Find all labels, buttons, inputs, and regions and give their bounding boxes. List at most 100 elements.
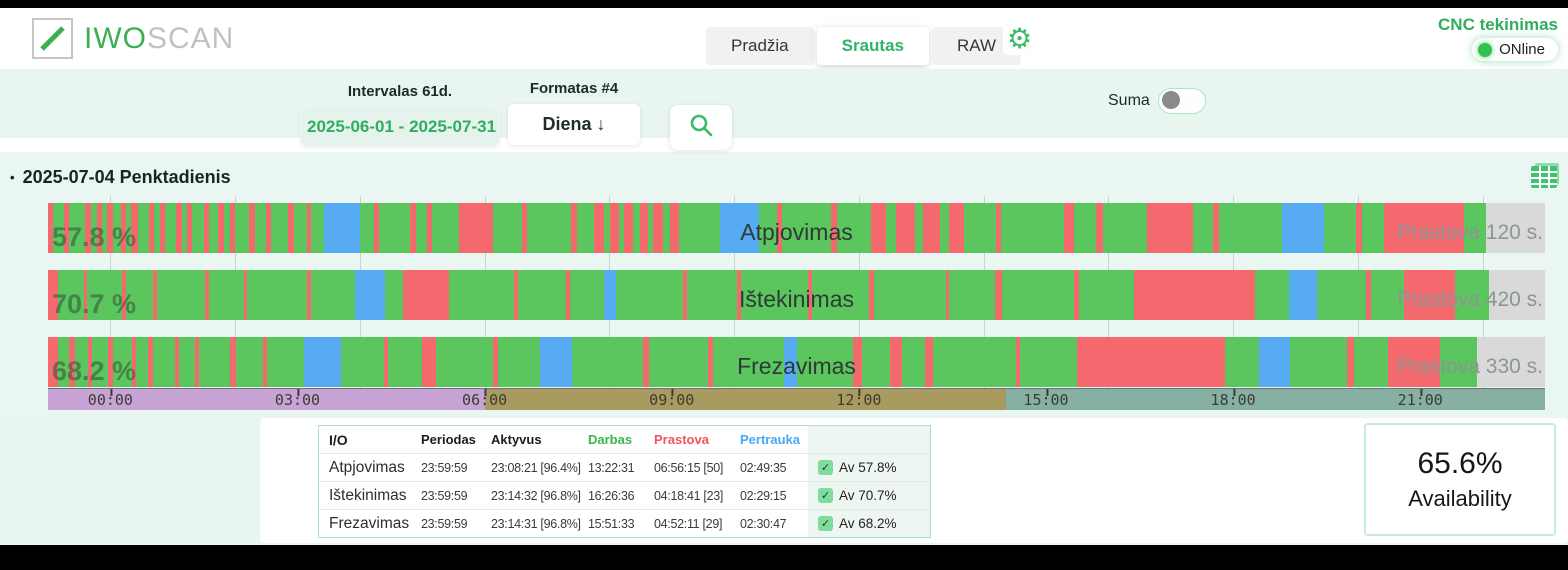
downtime-segment [131, 337, 137, 387]
idle-segment [1476, 337, 1546, 387]
header-av [808, 426, 930, 453]
work-segment [234, 203, 250, 253]
header-aktyvus: Aktyvus [491, 432, 542, 447]
idle-segment [1489, 270, 1545, 320]
timeline-section: • 2025-07-04 Penktadienis 57.8 % Atpjovim… [0, 152, 1568, 418]
downtime-segment [69, 337, 76, 387]
top-edge-bar [0, 0, 1568, 8]
cell-availability: ✓ Av 57.8% [808, 454, 930, 481]
work-segment [1078, 270, 1135, 320]
work-segment [873, 270, 946, 320]
tab-srautas[interactable]: Srautas [816, 27, 930, 65]
work-segment [861, 337, 891, 387]
downtime-segment [48, 203, 53, 253]
downtime-segment [571, 203, 578, 253]
format-select[interactable]: Diena ↓ [508, 104, 640, 145]
date-range-input[interactable]: 2025-06-01 - 2025-07-31 [300, 107, 500, 147]
work-segment [208, 270, 244, 320]
tab-pradžia[interactable]: Pradžia [706, 27, 814, 65]
work-segment [223, 203, 230, 253]
downtime-segment [623, 203, 634, 253]
downtime-segment [288, 203, 295, 253]
settings-gear-icon[interactable]: ⚙ [1003, 23, 1037, 55]
downtime-segment [995, 203, 1001, 253]
downtime-segment [147, 337, 154, 387]
bar-percent-label: 57.8 % [52, 222, 137, 252]
downtime-segment [708, 337, 713, 387]
cell-periodas: 23:59:59 [421, 488, 468, 503]
work-segment [92, 337, 108, 387]
downtime-segment [87, 337, 93, 387]
downtime-segment [1212, 203, 1220, 253]
work-segment [101, 203, 107, 253]
downtime-segment [422, 337, 437, 387]
downtime-segment [262, 337, 268, 387]
axis-tick-label: 12:00 [836, 389, 882, 409]
axis-tick-label: 09:00 [649, 389, 695, 409]
bar-downtime-label: Prastova 330 s. [1397, 355, 1543, 378]
work-segment [616, 270, 684, 320]
suma-toggle[interactable] [1157, 88, 1206, 114]
work-segment [1103, 203, 1148, 253]
work-segment [577, 203, 595, 253]
downtime-segment [1388, 337, 1440, 387]
search-button[interactable] [670, 105, 732, 150]
work-segment [796, 337, 854, 387]
timeline-bar-frezavimas: 68.2 % Frezavimas Prastova 330 s. [48, 337, 1546, 387]
header-pertrauka: Pertrauka [740, 432, 800, 447]
work-segment [949, 270, 996, 320]
bar-downtime-label: Prastova 420 s. [1397, 288, 1543, 311]
bar-name-label: Ištekinimas [738, 286, 855, 312]
downtime-segment [243, 270, 247, 320]
downtime-segment [610, 203, 619, 253]
break-segment [1282, 203, 1324, 253]
downtime-segment [107, 337, 114, 387]
downtime-segment [777, 203, 783, 253]
summary-row-frezavimas: Frezavimas 23:59:59 23:14:31 [96.8%] 15:51:… [319, 509, 930, 537]
downtime-segment [194, 337, 199, 387]
availability-label: Availability [1408, 486, 1512, 511]
work-segment [178, 337, 195, 387]
downtime-segment [945, 270, 950, 320]
cell-availability: ✓ Av 68.2% [808, 510, 930, 537]
axis-tick-label: 03:00 [274, 389, 321, 409]
work-segment [68, 203, 85, 253]
downtime-segment [493, 337, 498, 387]
cell-darbas: 16:26:36 [588, 488, 635, 503]
work-segment [648, 203, 653, 253]
downtime-segment [410, 203, 417, 253]
break-segment [323, 203, 361, 253]
downtime-segment [1074, 270, 1079, 320]
downtime-segment [230, 337, 236, 387]
availability-card: 65.6% Availability [1364, 423, 1556, 536]
work-segment [886, 203, 896, 253]
work-segment [571, 337, 643, 387]
row-checkbox[interactable]: ✓ [818, 460, 833, 475]
work-segment [782, 203, 832, 253]
row-checkbox[interactable]: ✓ [818, 516, 833, 531]
axis-band-evening-shift [1006, 389, 1545, 410]
row-checkbox[interactable]: ✓ [818, 488, 833, 503]
arrow-down-icon: ↓ [596, 114, 606, 134]
downtime-segment [737, 270, 741, 320]
table-view-icon[interactable] [1529, 163, 1559, 194]
work-segment [1193, 203, 1213, 253]
downtime-segment [1134, 270, 1255, 320]
downtime-segment [831, 203, 838, 253]
downtime-segment [1064, 203, 1074, 253]
summary-table: I/O Periodas Aktyvus Darbas Prastova Pertrauk… [318, 425, 931, 538]
axis-tick-label: 15:00 [1023, 389, 1069, 409]
break-segment [304, 337, 342, 387]
timeline-chart: 57.8 % Atpjovimas Prastova 120 s. 70.7 % Išt… [48, 196, 1546, 410]
header-periodas: Periodas [421, 432, 476, 447]
work-segment [271, 203, 289, 253]
downtime-segment [63, 203, 69, 253]
format-group: Formatas #4 Diena ↓ [508, 80, 640, 145]
search-icon [688, 112, 714, 143]
app-header: IWOSCAN Pradžia Srautas RAW ⚙ CNC tekinima… [0, 8, 1568, 69]
cell-io: Frezavimas [329, 514, 410, 532]
work-segment [182, 203, 188, 253]
downtime-segment [383, 337, 389, 387]
downtime-segment [459, 203, 494, 253]
break-segment [604, 270, 617, 320]
